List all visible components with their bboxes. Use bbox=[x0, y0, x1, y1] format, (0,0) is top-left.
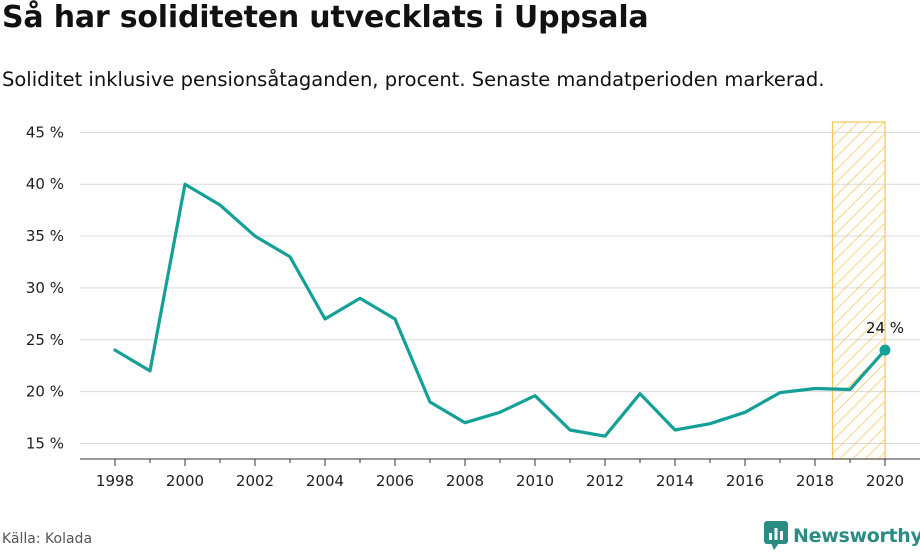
x-tick-label: 2008 bbox=[446, 472, 484, 490]
x-tick-label: 2012 bbox=[586, 472, 624, 490]
series-line bbox=[113, 182, 887, 438]
highlight-band bbox=[831, 121, 886, 460]
y-tick-label: 40 % bbox=[26, 175, 64, 193]
x-tick-label: 2018 bbox=[796, 472, 834, 490]
y-tick-label: 35 % bbox=[26, 227, 64, 245]
end-point-marker bbox=[879, 344, 891, 356]
x-tick-label: 2002 bbox=[236, 472, 274, 490]
x-tick-label: 2000 bbox=[166, 472, 204, 490]
y-tick-label: 45 % bbox=[26, 123, 64, 141]
series-group bbox=[113, 182, 891, 438]
x-tick-label: 1998 bbox=[96, 472, 134, 490]
brand-logo[interactable]: Newsworthy bbox=[764, 520, 920, 552]
end-value-label: 24 % bbox=[866, 319, 904, 337]
y-tick-label: 30 % bbox=[26, 279, 64, 297]
chart-subtitle: Soliditet inklusive pensionsåtaganden, p… bbox=[2, 68, 825, 91]
y-tick-label: 20 % bbox=[26, 383, 64, 401]
x-axis bbox=[80, 458, 920, 466]
x-tick-label: 2004 bbox=[306, 472, 344, 490]
highlight-band-group bbox=[831, 121, 886, 460]
brand-name: Newsworthy bbox=[793, 525, 920, 547]
chart-title: Så har soliditeten utvecklats i Uppsala bbox=[2, 0, 649, 35]
source-note: Källa: Kolada bbox=[2, 531, 93, 547]
y-gridlines bbox=[80, 131, 920, 444]
x-tick-label: 2020 bbox=[866, 472, 904, 490]
x-tick-label: 2006 bbox=[376, 472, 414, 490]
newsworthy-logo-icon bbox=[764, 521, 788, 550]
labels-group: 15 % 20 % 25 % 30 % 35 % 40 % 45 % 1998 2000 2002… bbox=[26, 123, 904, 490]
x-tick-label: 2016 bbox=[726, 472, 764, 490]
y-tick-label: 25 % bbox=[26, 331, 64, 349]
y-tick-label: 15 % bbox=[26, 434, 64, 452]
x-tick-label: 2010 bbox=[516, 472, 554, 490]
x-tick-label: 2014 bbox=[656, 472, 694, 490]
